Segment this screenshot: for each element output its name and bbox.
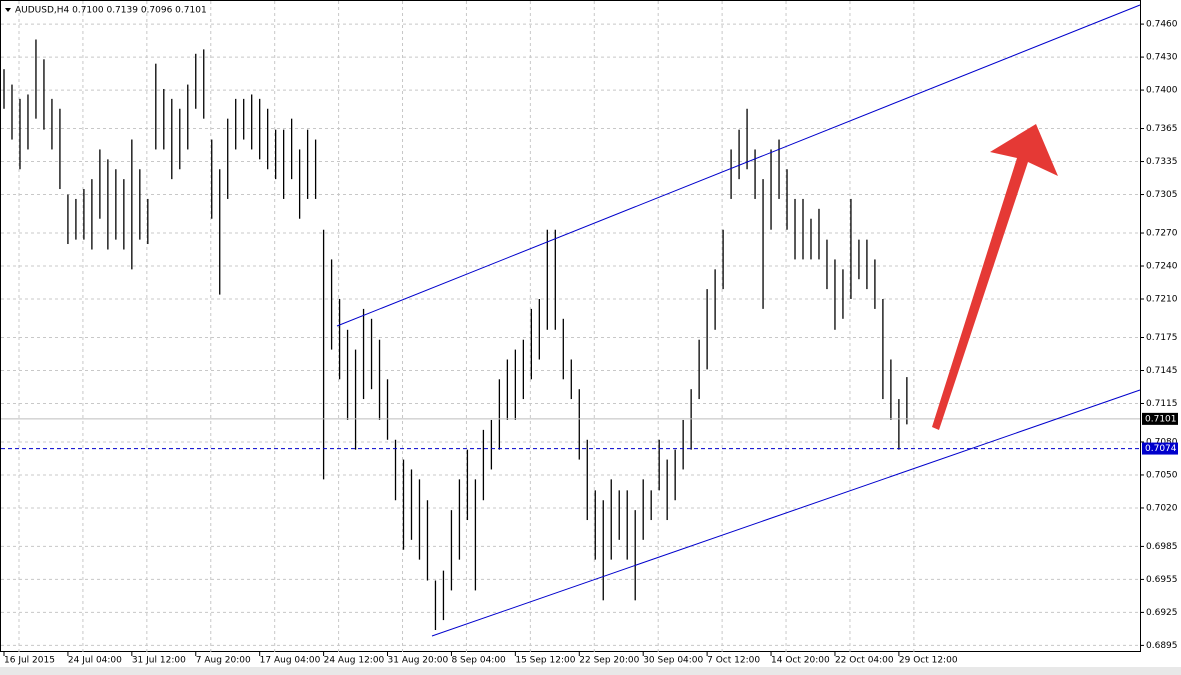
y-tick-label: 0.7115 — [1146, 399, 1178, 409]
chart-title: AUDUSD,H4 0.7100 0.7139 0.7096 0.7101 — [15, 6, 207, 16]
y-tick-label: 0.6925 — [1146, 608, 1178, 618]
y-tick-label: 0.7270 — [1146, 229, 1178, 239]
y-tick-label: 0.7210 — [1146, 295, 1178, 305]
arrow — [932, 124, 1058, 430]
marks — [1, 39, 1140, 631]
tab-strip — [0, 667, 1181, 675]
x-tick-label: 14 Oct 20:00 — [771, 656, 830, 666]
y-tick-label: 0.6955 — [1146, 575, 1178, 585]
channel-upper — [336, 4, 1141, 327]
y-tick-label: 0.7240 — [1146, 262, 1178, 272]
y-tick-label: 0.7430 — [1146, 53, 1178, 63]
channel-lower — [431, 389, 1141, 637]
x-tick-label: 7 Oct 12:00 — [707, 656, 760, 666]
x-tick-label: 24 Aug 12:00 — [324, 656, 385, 666]
x-tick-label: 31 Aug 20:00 — [388, 656, 449, 666]
x-tick-label: 15 Sep 12:00 — [515, 656, 575, 666]
x-tick-label: 22 Oct 04:00 — [835, 656, 894, 666]
y-tick-label: 0.6985 — [1146, 542, 1178, 552]
bid-tag — [1142, 412, 1178, 425]
y-tick-label: 0.7305 — [1146, 190, 1178, 200]
x-tick-label: 17 Aug 04:00 — [260, 656, 321, 666]
x-tick-label: 16 Jul 2015 — [4, 656, 55, 666]
y-tick-label: 0.7145 — [1146, 366, 1178, 376]
y-tick-label: 0.7080 — [1146, 437, 1178, 447]
x-tick-label: 30 Sep 04:00 — [643, 656, 703, 666]
bid-label: 0.7101 — [1145, 414, 1177, 424]
x-tick-label: 24 Jul 04:00 — [68, 656, 122, 666]
x-tick-label: 8 Sep 04:00 — [451, 656, 506, 666]
level-tag — [1142, 442, 1178, 455]
x-tick-label: 7 Aug 20:00 — [196, 656, 251, 666]
y-tick-label: 0.6895 — [1146, 641, 1178, 651]
y-tick-label: 0.7335 — [1146, 157, 1178, 167]
grid — [1, 1, 1144, 656]
y-tick-label: 0.7365 — [1146, 124, 1178, 134]
x-tick-label: 31 Jul 12:00 — [132, 656, 186, 666]
y-tick-label: 0.7460 — [1146, 20, 1178, 30]
y-tick-label: 0.7050 — [1146, 470, 1178, 480]
y-tick-label: 0.7020 — [1146, 503, 1178, 513]
y-tick-label: 0.7175 — [1146, 333, 1178, 343]
plot-frame — [0, 0, 1141, 652]
level-label: 0.7074 — [1145, 444, 1177, 454]
y-tick-label: 0.7400 — [1146, 86, 1178, 96]
menu-icon — [5, 8, 11, 12]
x-tick-label: 22 Sep 20:00 — [579, 656, 639, 666]
x-tick-label: 29 Oct 12:00 — [899, 656, 958, 666]
